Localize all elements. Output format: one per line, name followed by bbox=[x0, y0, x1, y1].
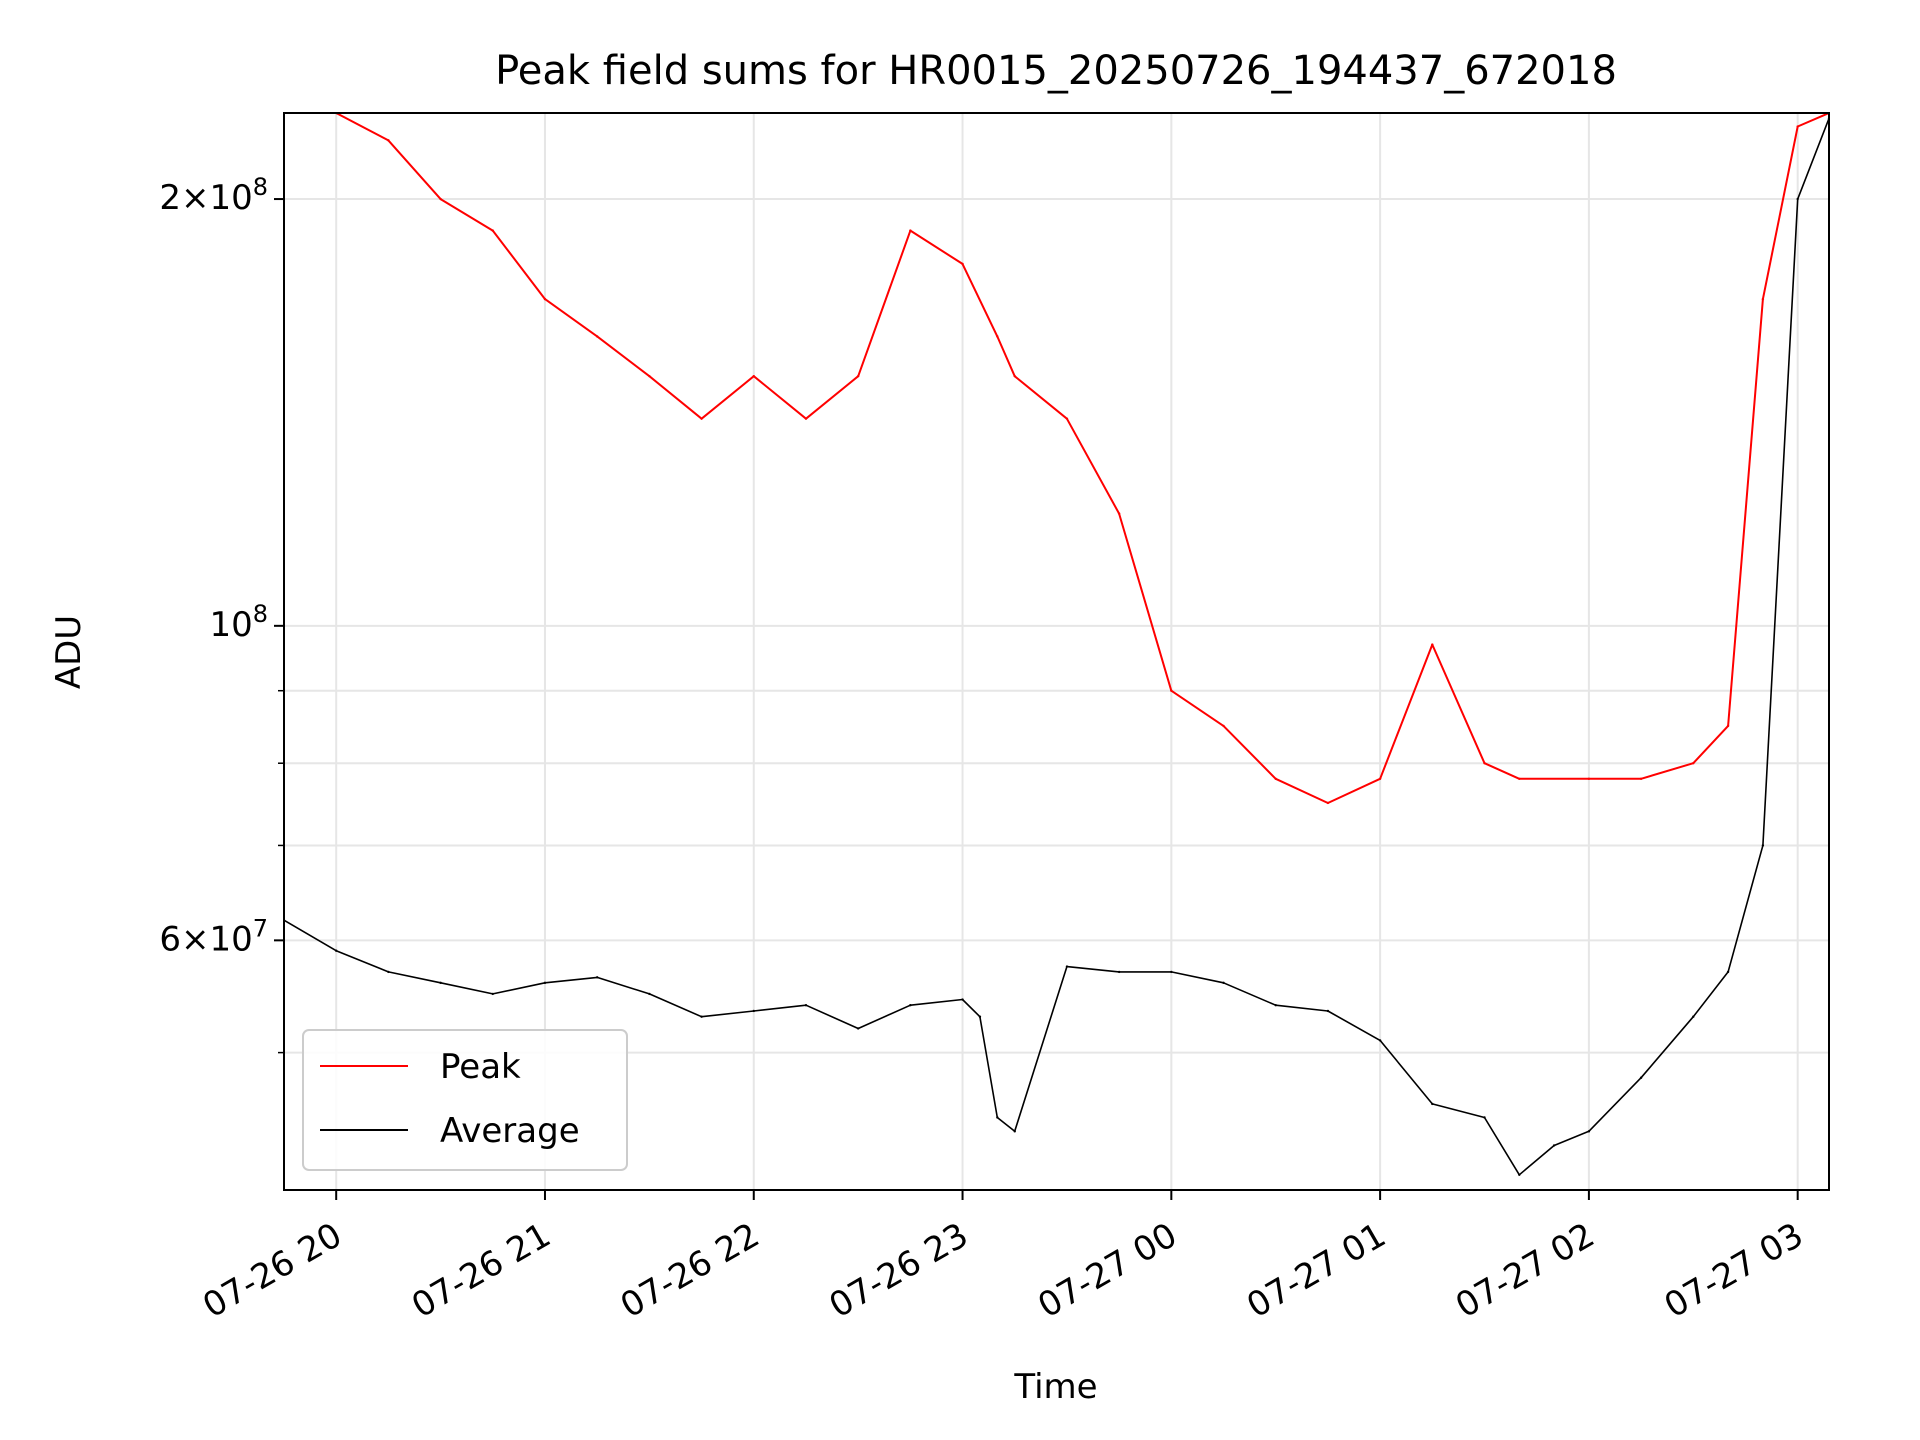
data-point-peak bbox=[909, 229, 912, 232]
data-point-average bbox=[1552, 1144, 1556, 1147]
data-point-peak bbox=[543, 297, 547, 301]
data-point-peak bbox=[1431, 643, 1434, 646]
data-point-peak bbox=[1117, 512, 1121, 515]
data-point-average bbox=[1431, 1102, 1434, 1106]
legend-label-average: Average bbox=[440, 1111, 580, 1151]
y-axis-label: ADU bbox=[49, 615, 89, 689]
data-point-peak bbox=[1692, 762, 1695, 765]
data-point-average bbox=[1726, 970, 1730, 974]
data-point-peak bbox=[1587, 777, 1591, 781]
data-point-average bbox=[387, 970, 390, 974]
y-tick-label: 108 bbox=[209, 600, 268, 645]
data-point-average bbox=[700, 1015, 703, 1018]
x-axis-label: Time bbox=[1013, 1367, 1097, 1407]
data-point-peak bbox=[1326, 801, 1330, 805]
data-point-peak bbox=[1726, 724, 1730, 728]
data-point-average bbox=[1013, 1130, 1016, 1133]
data-point-average bbox=[439, 981, 442, 985]
data-point-peak bbox=[752, 374, 755, 378]
data-point-average bbox=[543, 981, 547, 985]
data-point-peak bbox=[961, 262, 964, 266]
data-point-average bbox=[978, 1015, 982, 1018]
data-point-peak bbox=[1222, 724, 1225, 728]
data-point-peak bbox=[491, 229, 494, 232]
data-point-peak bbox=[856, 374, 860, 378]
data-point-average bbox=[1483, 1116, 1486, 1119]
data-point-average bbox=[752, 1009, 755, 1013]
data-point-average bbox=[856, 1027, 860, 1030]
data-point-peak bbox=[804, 417, 808, 420]
data-point-average bbox=[996, 1116, 999, 1119]
data-point-average bbox=[804, 1004, 808, 1007]
data-point-average bbox=[909, 1004, 912, 1007]
chart-title: Peak field sums for HR0015_20250726_1944… bbox=[495, 48, 1617, 94]
plot-area-frame bbox=[283, 112, 1830, 1191]
grid bbox=[284, 113, 1829, 1190]
data-point-average bbox=[961, 998, 964, 1001]
data-point-peak bbox=[1378, 777, 1382, 781]
data-point-average bbox=[595, 976, 599, 979]
data-point-average bbox=[1796, 197, 1799, 201]
data-point-average bbox=[1378, 1039, 1382, 1042]
data-point-peak bbox=[1796, 125, 1799, 128]
data-point-average bbox=[1117, 970, 1121, 974]
data-point-peak bbox=[700, 417, 703, 420]
data-point-average bbox=[1639, 1076, 1643, 1079]
y-tick-label: 6×107 bbox=[159, 914, 268, 959]
data-point-peak bbox=[1013, 374, 1016, 378]
data-point-average bbox=[1587, 1130, 1591, 1133]
data-point-average bbox=[1222, 981, 1225, 985]
y-tick-label: 2×108 bbox=[159, 173, 268, 218]
data-point-peak bbox=[996, 335, 999, 338]
data-point-average bbox=[1518, 1173, 1521, 1176]
data-point-average bbox=[1065, 965, 1069, 968]
data-point-average bbox=[1326, 1009, 1330, 1013]
data-point-average bbox=[491, 992, 494, 996]
legend-label-peak: Peak bbox=[440, 1047, 521, 1087]
data-point-peak bbox=[648, 374, 651, 378]
data-point-average bbox=[1170, 970, 1173, 974]
legend: Peak Average bbox=[302, 1029, 628, 1171]
data-point-peak bbox=[1170, 689, 1173, 692]
data-point-peak bbox=[439, 197, 442, 201]
data-point-peak bbox=[387, 139, 390, 142]
data-point-average bbox=[1274, 1004, 1277, 1007]
data-point-average bbox=[334, 949, 338, 952]
data-point-average bbox=[648, 992, 651, 996]
data-point-peak bbox=[1761, 297, 1765, 301]
data-point-average bbox=[1692, 1015, 1695, 1018]
data-point-peak bbox=[1639, 777, 1643, 781]
data-point-peak bbox=[1518, 777, 1521, 781]
data-point-peak bbox=[1274, 777, 1277, 781]
data-point-average bbox=[1761, 844, 1765, 847]
y-axis: 6×107 108 2×108 bbox=[159, 173, 284, 1054]
data-point-peak bbox=[1065, 417, 1069, 420]
data-point-peak bbox=[1483, 762, 1486, 765]
data-point-peak bbox=[595, 335, 599, 338]
series-layer bbox=[284, 113, 1829, 1176]
